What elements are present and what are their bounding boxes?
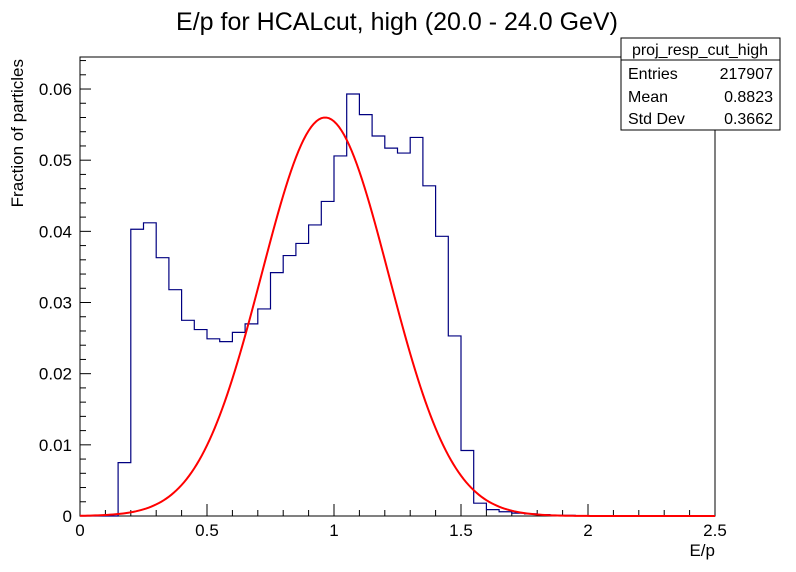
stats-mean-label: Mean — [628, 89, 668, 106]
x-tick-label: 0.5 — [195, 521, 219, 540]
y-axis-ticks: 0 0.01 0.02 0.03 0.04 0.05 0.06 — [39, 60, 91, 526]
stats-stddev-value: 0.3662 — [724, 111, 773, 128]
y-tick-label: 0.03 — [39, 294, 72, 313]
x-axis-ticks: 0 0.5 1 1.5 2 2.5 — [75, 504, 727, 540]
stats-box-name: proj_resp_cut_high — [632, 42, 768, 59]
stats-box-frame — [620, 37, 781, 131]
plot-frame — [79, 56, 716, 517]
x-tick-label: 2 — [583, 521, 592, 540]
y-axis-label: Fraction of particles — [8, 59, 27, 207]
stats-stddev-label: Std Dev — [628, 111, 685, 128]
gaussian-fit-curve — [79, 116, 715, 517]
stats-box: proj_resp_cut_high Entries 217907 Mean 0… — [620, 37, 781, 131]
y-tick-label: 0.01 — [39, 436, 72, 455]
stats-mean-value: 0.8823 — [724, 89, 773, 106]
y-tick-label: 0.02 — [39, 365, 72, 384]
x-tick-label: 1.5 — [449, 521, 473, 540]
x-axis-label: E/p — [689, 541, 715, 560]
y-tick-label: 0.05 — [39, 151, 72, 170]
x-tick-label: 0 — [75, 521, 84, 540]
y-tick-label: 0.04 — [39, 222, 72, 241]
stats-entries-value: 217907 — [720, 66, 773, 83]
stats-entries-label: Entries — [628, 66, 678, 83]
x-tick-label: 2.5 — [703, 521, 727, 540]
x-tick-label: 1 — [329, 521, 338, 540]
chart-title: E/p for HCALcut, high (20.0 - 24.0 GeV) — [176, 8, 618, 36]
y-tick-label: 0 — [63, 507, 72, 526]
y-tick-label: 0.06 — [39, 80, 72, 99]
